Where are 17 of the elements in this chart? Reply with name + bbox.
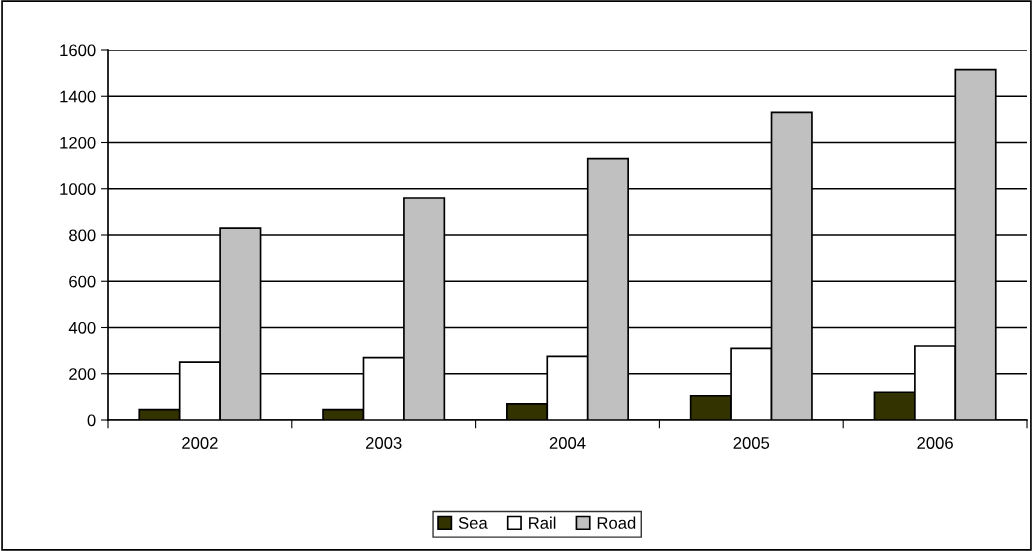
y-tick-label: 1400	[60, 90, 96, 103]
y-tick-label: 1000	[60, 183, 96, 195]
x-tick-label: 2005	[733, 437, 770, 449]
x-tick-label: 2006	[917, 437, 953, 449]
x-tick-label: 2004	[549, 437, 586, 449]
x-tick-label: 2002	[182, 437, 218, 449]
y-tick-label: 600	[69, 275, 96, 288]
y-tick-label: 200	[69, 368, 96, 380]
legend-label: Rail	[529, 516, 556, 529]
y-tick-label: 400	[68, 321, 96, 334]
y-tick-label: 1600	[60, 44, 96, 57]
legend-label: Road	[597, 516, 636, 529]
x-tick-label: 2003	[366, 437, 402, 449]
y-tick-label: 800	[69, 229, 96, 242]
y-tick-label: 1200	[60, 136, 96, 149]
y-tick-label: 0	[87, 414, 96, 427]
legend-label: Sea	[458, 517, 488, 529]
